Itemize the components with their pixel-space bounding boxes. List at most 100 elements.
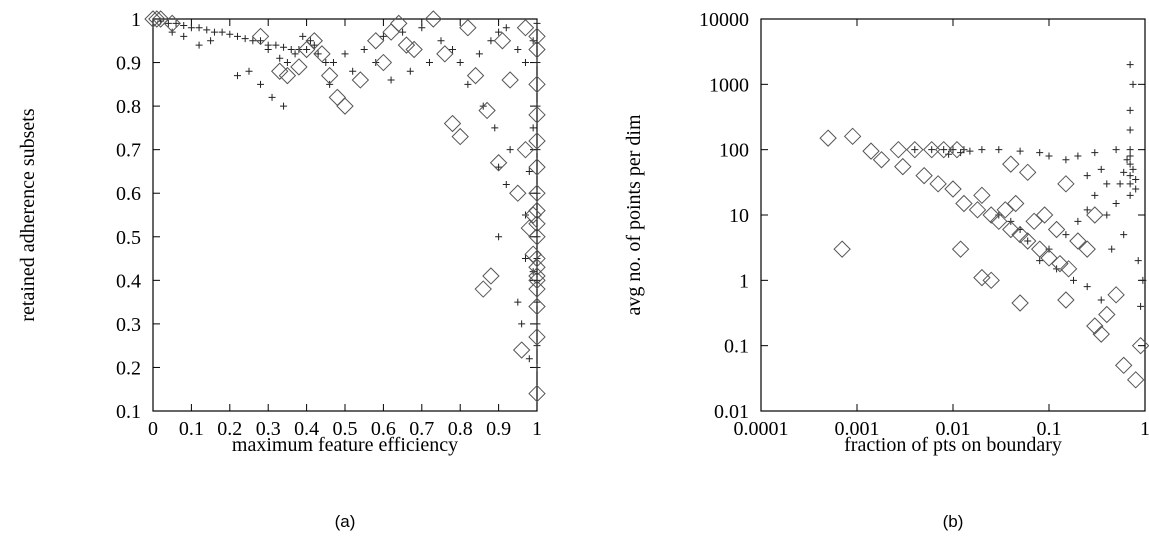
diamond-point: [982, 206, 1000, 224]
plus-point: [533, 320, 541, 328]
plus-point: [949, 146, 957, 154]
y-tick-label: 100: [719, 140, 749, 162]
plus-point: [291, 50, 299, 58]
plus-point: [533, 363, 541, 371]
plus-point: [1132, 175, 1140, 183]
plus-point: [1016, 147, 1024, 155]
plus-point: [502, 24, 510, 32]
diamond-point: [1040, 249, 1058, 267]
plus-point: [329, 59, 337, 67]
plus-point: [1123, 156, 1131, 164]
plus-point: [1126, 160, 1134, 168]
scatter-plot-b: 0.0001 0.001 0.01 0.1 1 0.01 0.1 1 10 100 1000 100…: [623, 9, 1149, 531]
plus-point: [495, 28, 503, 36]
diamond-point: [528, 271, 546, 290]
diamond-point: [833, 240, 851, 258]
diamond-point: [144, 10, 162, 28]
diamond-point: [251, 27, 270, 46]
y-tick-label: 0.8: [116, 96, 141, 118]
plus-point: [940, 146, 948, 154]
plus-point: [406, 67, 414, 75]
plus-point: [314, 50, 322, 58]
diamond-point: [922, 140, 941, 159]
diamond-point: [271, 62, 289, 80]
plus-point: [233, 72, 241, 80]
diamond-point: [424, 10, 443, 28]
plus-point: [491, 124, 499, 132]
diamond-point: [367, 32, 385, 50]
diamond-point: [436, 45, 454, 63]
diamond-point: [1086, 206, 1104, 224]
diamond-point: [478, 101, 496, 120]
diamond-point: [278, 66, 297, 85]
plus-point: [341, 50, 349, 58]
plus-point: [172, 19, 180, 27]
diamond-point: [528, 297, 546, 316]
plus-point: [1083, 172, 1091, 180]
plus-point: [1074, 152, 1082, 160]
x-tick-label: 0.4: [294, 418, 319, 440]
diamond-point: [148, 10, 166, 28]
plus-point: [533, 233, 541, 241]
y-axis-label-b: avg no. of points per dim: [623, 114, 645, 316]
diamond-point: [951, 240, 970, 258]
diamond-point: [336, 97, 354, 115]
plus-point: [233, 32, 241, 40]
plus-point: [210, 28, 218, 36]
plus-point: [1126, 61, 1134, 69]
diamond-point: [390, 14, 408, 33]
plus-point: [180, 32, 188, 40]
plus-point: [533, 59, 541, 67]
plus-point: [525, 167, 533, 175]
plus-point: [1137, 302, 1145, 310]
plus-point: [1112, 199, 1120, 207]
diamond-point: [955, 194, 973, 213]
plus-point: [1139, 276, 1147, 284]
plus-point: [978, 146, 986, 154]
diamond-point: [889, 140, 908, 159]
x-tick-label: 0: [148, 418, 158, 440]
plus-point: [533, 276, 541, 284]
plus-point: [276, 54, 284, 62]
y-tick-label: 0.5: [116, 227, 141, 249]
plus-point: [1036, 149, 1044, 157]
plus-point: [495, 163, 503, 171]
plus-point: [1108, 245, 1116, 253]
plus-point: [533, 189, 541, 197]
y-axis-label-a: retained adherence subsets: [17, 108, 39, 321]
plus-point: [957, 149, 965, 157]
diamond-point: [528, 40, 546, 59]
diamond-point: [516, 140, 535, 159]
x-axis-label-a: maximum feature efficiency: [232, 434, 458, 456]
plus-point: [495, 233, 503, 241]
plus-point: [514, 298, 522, 306]
diamond-point: [990, 212, 1008, 231]
plus-point: [1097, 165, 1105, 173]
diamond-point: [1025, 212, 1043, 231]
diamond-point: [520, 219, 539, 237]
y-tick-label: 0.01: [714, 401, 749, 423]
diamond-point: [528, 158, 546, 176]
plus-point: [322, 59, 330, 67]
diamond-point: [1098, 305, 1116, 324]
diamond-point: [459, 19, 477, 37]
plus-point: [203, 26, 211, 34]
diamond-point: [973, 268, 991, 287]
diamond-point: [1069, 232, 1087, 250]
plus-point: [1036, 257, 1044, 265]
plus-point: [437, 37, 445, 45]
diamond-point: [290, 58, 308, 76]
diamond-point: [968, 201, 987, 219]
plus-point: [1126, 146, 1134, 154]
diamond-point: [151, 10, 170, 28]
diamond-point: [528, 106, 546, 124]
diamond-point: [443, 114, 462, 133]
data-points-a: [144, 10, 546, 403]
diamond-point: [1007, 194, 1025, 213]
plus-point: [195, 24, 203, 32]
diamond-point: [528, 267, 546, 285]
diamond-point: [528, 184, 546, 202]
diamond-point: [1002, 155, 1020, 173]
plus-point: [283, 59, 291, 67]
diamond-point: [528, 249, 546, 268]
